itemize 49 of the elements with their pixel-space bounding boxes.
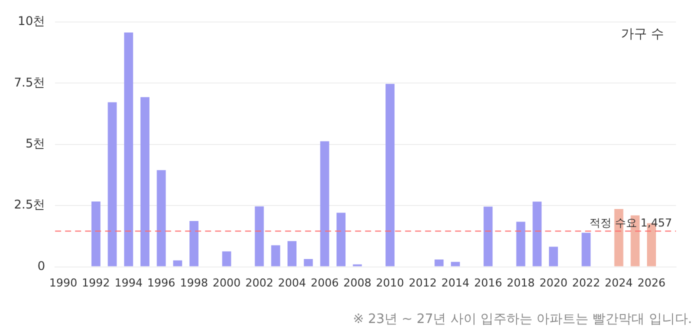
x-tick-label: 2004 [278, 276, 306, 290]
x-tick-label: 2006 [310, 276, 339, 290]
bar [484, 206, 493, 266]
bar [320, 141, 330, 266]
x-tick-label: 2000 [212, 276, 241, 290]
x-tick-label: 2026 [637, 276, 666, 290]
y-tick-label: 0 [37, 258, 46, 273]
bar [124, 32, 134, 266]
bar [189, 221, 198, 266]
bar [140, 97, 150, 266]
bar [108, 102, 117, 266]
y-tick-label: 5천 [25, 136, 46, 151]
y-axis-title: 가구 수 [620, 26, 664, 42]
x-tick-label: 1994 [114, 276, 143, 290]
x-tick-label: 2024 [604, 276, 633, 290]
y-tick-label: 10천 [18, 14, 46, 28]
bar [450, 262, 460, 266]
x-tick-label: 2010 [376, 276, 404, 290]
bar [156, 170, 166, 266]
x-tick-label: 2014 [441, 276, 470, 290]
x-tick-label: 1990 [49, 276, 78, 290]
bar [271, 245, 280, 266]
bar [222, 251, 232, 266]
y-tick-label: 2.5천 [14, 198, 46, 212]
x-tick-label: 2016 [474, 276, 502, 290]
y-tick-label: 7.5천 [14, 75, 46, 90]
bar [336, 212, 346, 266]
bar [434, 259, 444, 266]
bar [532, 202, 542, 266]
x-tick-label: 2008 [343, 276, 372, 290]
bar [254, 206, 264, 266]
bar [516, 222, 526, 266]
bar [548, 246, 558, 266]
x-tick-label: 2020 [539, 276, 568, 290]
x-tick-label: 1992 [82, 276, 110, 290]
bar [582, 232, 591, 266]
x-tick-label: 2012 [408, 276, 437, 290]
text: ※ 23년 ~ 27년 사이 입주하는 아파트는 빨간막대 입니다. [352, 312, 692, 327]
x-tick-label: 1996 [147, 276, 176, 290]
x-tick-label: 2002 [245, 276, 274, 290]
bar [386, 84, 395, 266]
bar [304, 258, 313, 266]
ref-line-label: 적정 수요 1,457 [590, 216, 672, 230]
x-tick-label: 2018 [506, 276, 535, 290]
bar [288, 241, 297, 266]
bar [173, 260, 182, 266]
x-tick-label: 1998 [180, 276, 208, 290]
bar [91, 201, 100, 266]
x-tick-label: 2022 [572, 276, 600, 290]
